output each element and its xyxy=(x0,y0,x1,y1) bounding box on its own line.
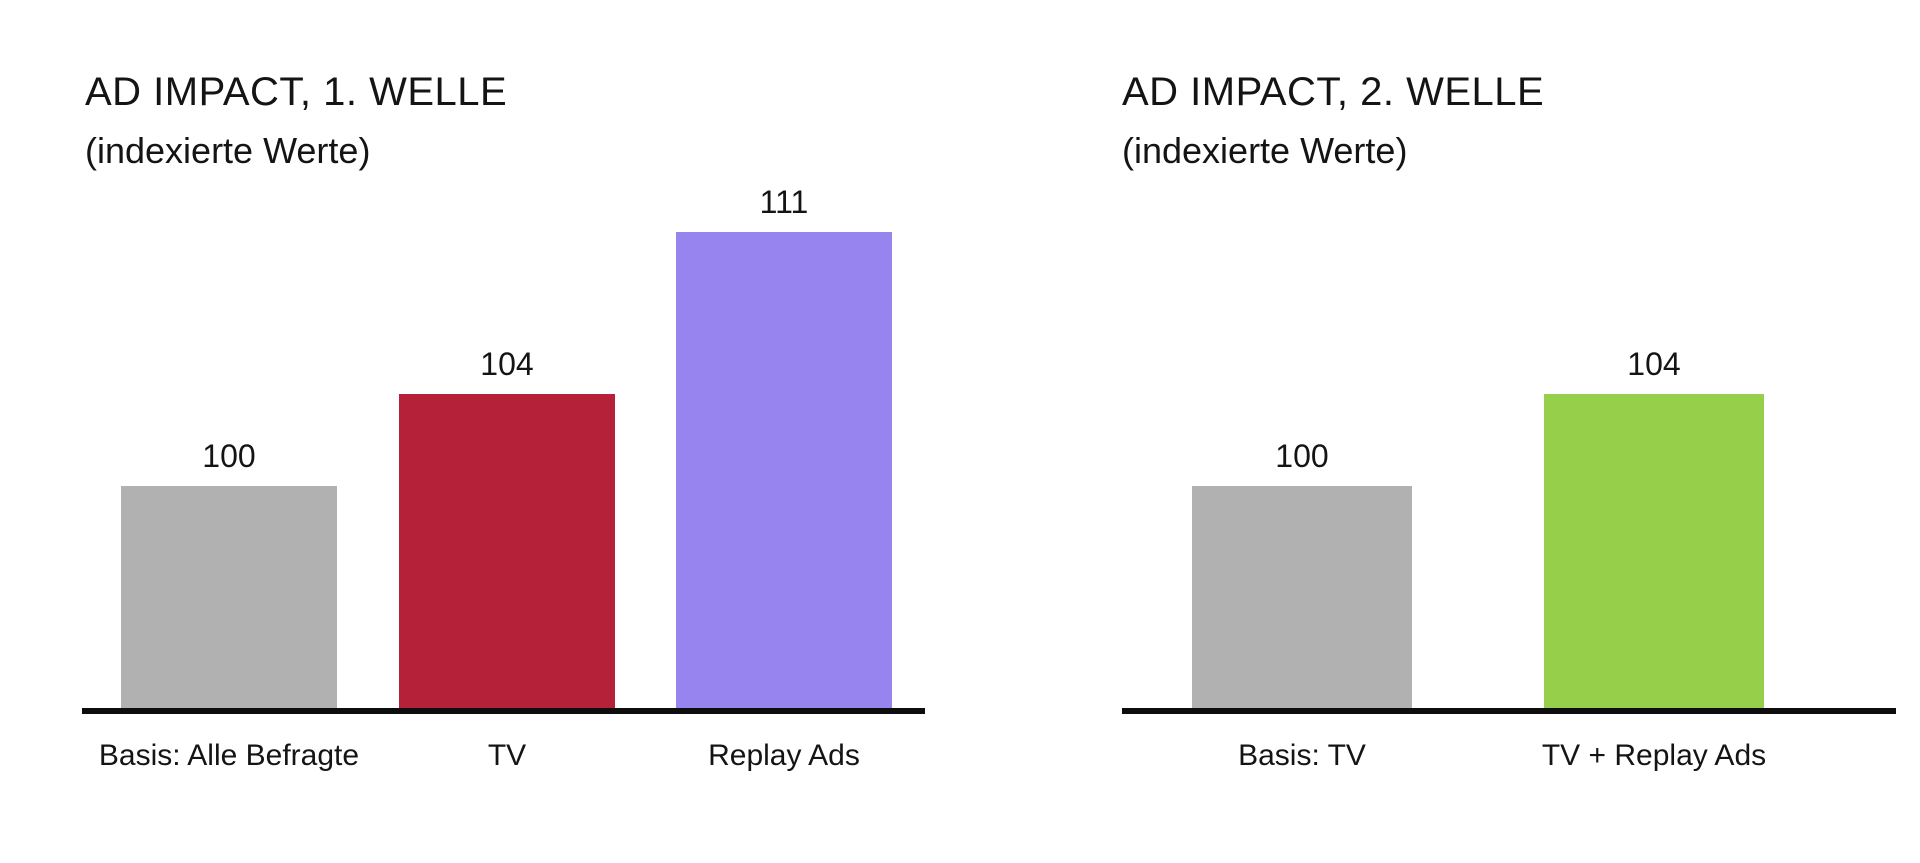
bar-value-label: 100 xyxy=(202,438,256,474)
bar-category-label: TV + Replay Ads xyxy=(1541,739,1767,772)
bar-category-label: Basis: Alle Befragte xyxy=(98,739,360,772)
bar-value-label: 111 xyxy=(759,184,809,220)
bar-value-label: 104 xyxy=(480,346,534,382)
chart-title: AD IMPACT, 1. WELLE xyxy=(85,70,508,114)
chart-title: AD IMPACT, 2. WELLE xyxy=(1122,70,1545,114)
bar-category-label: TV xyxy=(487,739,527,772)
bar-basis-tv xyxy=(1192,486,1412,708)
bar-tv-replay-ads xyxy=(1544,394,1764,708)
chart-subtitle: (indexierte Werte) xyxy=(85,130,371,171)
bar-basis-alle-befragte xyxy=(121,486,337,708)
bar-value-label: 100 xyxy=(1275,438,1329,474)
x-axis-baseline xyxy=(82,708,925,714)
bar-replay-ads xyxy=(676,232,892,708)
bar-category-label: Replay Ads xyxy=(708,739,860,772)
x-axis-baseline xyxy=(1122,708,1896,714)
chart-ad-impact-wave-2: AD IMPACT, 2. WELLE (indexierte Werte) 1… xyxy=(1122,0,1896,863)
bar-category-label: Basis: TV xyxy=(1238,739,1366,772)
bar-value-label: 104 xyxy=(1627,346,1681,382)
chart-ad-impact-wave-1: AD IMPACT, 1. WELLE (indexierte Werte) 1… xyxy=(82,0,925,863)
chart-subtitle: (indexierte Werte) xyxy=(1122,130,1408,171)
bar-tv xyxy=(399,394,615,708)
